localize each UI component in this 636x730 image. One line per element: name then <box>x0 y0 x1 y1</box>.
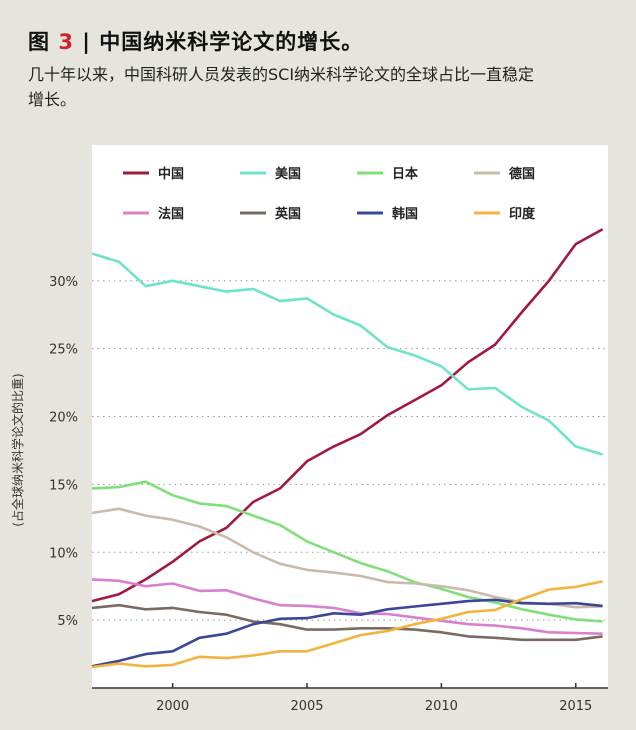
y-tick-label: 30% <box>49 275 78 290</box>
legend-label: 法国 <box>158 206 184 222</box>
series-line-5 <box>91 578 603 635</box>
y-tick-label: 20% <box>49 411 78 426</box>
legend-label: 韩国 <box>392 206 418 222</box>
legend-label: 英国 <box>274 206 301 222</box>
x-tick-label: 2015 <box>559 699 592 714</box>
series-line-2 <box>91 252 603 456</box>
series-line-3 <box>91 480 603 623</box>
legend-label: 德国 <box>509 166 535 182</box>
legend-label: 美国 <box>275 166 301 182</box>
figure-title-text: | 中国纳米科学论文的增长。 <box>82 30 364 54</box>
series-line-1 <box>91 228 604 603</box>
y-tick-label: 15% <box>49 478 78 493</box>
y-tick-label: 5% <box>57 614 78 629</box>
y-tick-label: 10% <box>49 546 78 561</box>
figure-label: 图 <box>28 30 50 54</box>
figure-subtitle: 几十年以来，中国科研人员发表的SCI纳米科学论文的全球占比一直稳定增长。 <box>28 65 535 109</box>
series-line-6 <box>91 603 603 642</box>
legend-label: 中国 <box>158 166 184 182</box>
legend-label: 日本 <box>392 166 418 182</box>
x-tick-label: 2010 <box>425 699 458 714</box>
legend-label: 印度 <box>509 206 536 222</box>
x-tick-label: 2005 <box>290 699 323 714</box>
series-line-7 <box>91 598 603 668</box>
series-line-8 <box>91 580 603 669</box>
y-tick-label: 25% <box>49 343 78 358</box>
y-axis-label: (占全球纳米科学论文的比重) <box>10 373 25 526</box>
x-tick-label: 2000 <box>156 699 189 714</box>
figure-title: 图 3 | 中国纳米科学论文的增长。 <box>28 26 363 56</box>
figure-number: 3 <box>58 30 74 54</box>
